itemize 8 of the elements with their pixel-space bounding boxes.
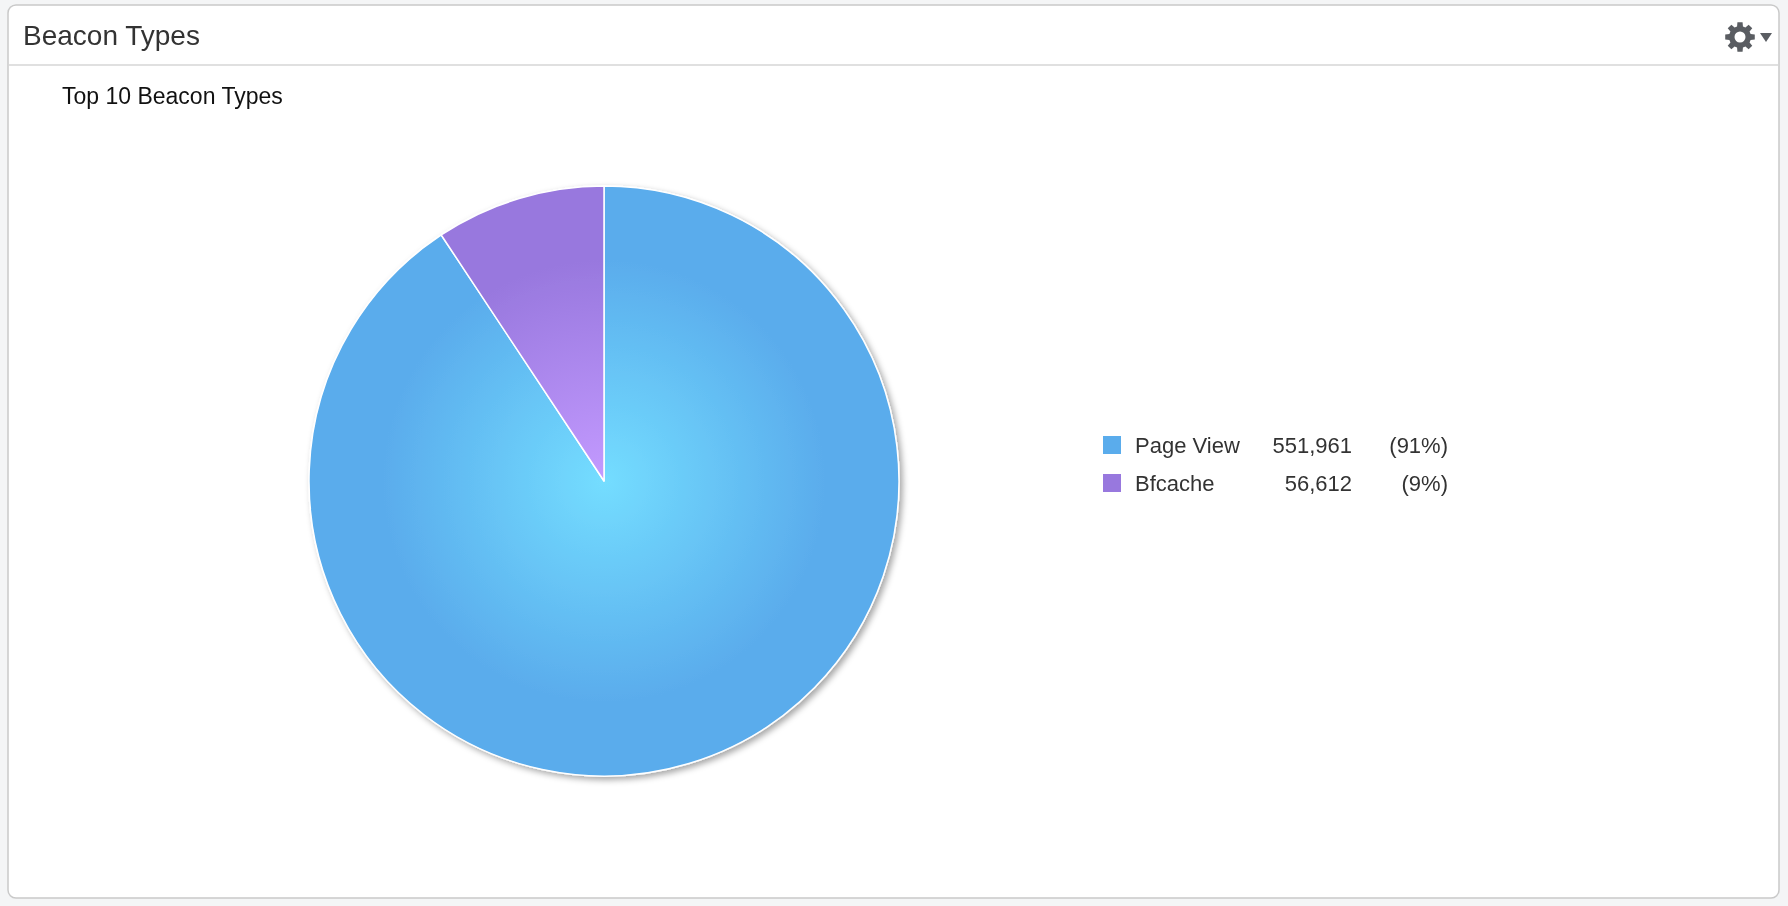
text: (9%) (1401, 470, 1448, 496)
legend-label: Page View (1135, 432, 1240, 458)
chart-subtitle: Top 10 Beacon Types (62, 83, 283, 110)
legend-label: Bfcache (1135, 470, 1215, 496)
text: (91%) (1389, 432, 1448, 458)
data-label: 551,961 (1272, 432, 1352, 458)
chart-title: Beacon Types (23, 19, 200, 51)
data-label: 56,612 (1284, 470, 1352, 496)
